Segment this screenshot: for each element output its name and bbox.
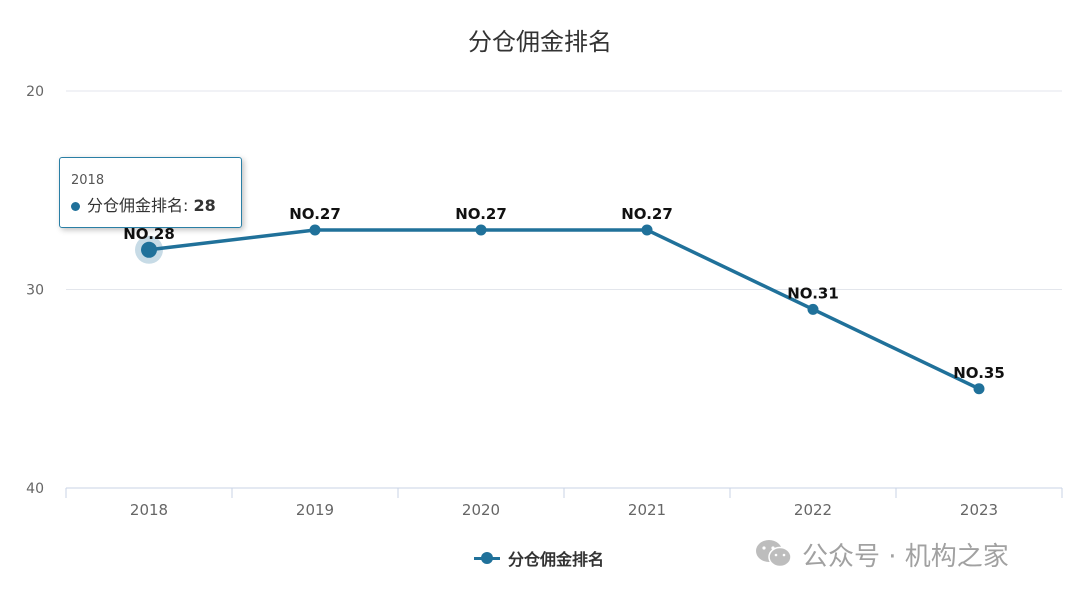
chart-title: 分仓佣金排名 [468,28,612,56]
legend-item[interactable]: 分仓佣金排名 [474,546,604,570]
x-tick-label: 2018 [130,501,168,519]
data-point [475,224,487,236]
data-label: NO.27 [621,205,673,223]
x-tick-label: 2023 [960,501,998,519]
data-label: NO.35 [953,364,1005,382]
x-tick-label: 2021 [628,501,666,519]
watermark-text: 公众号 · 机构之家 [802,541,1009,572]
legend-label: 分仓佣金排名 [508,550,605,569]
data-label: NO.31 [787,284,839,302]
y-tick-label: 20 [26,84,44,100]
data-point [973,383,985,395]
data-label: NO.28 [123,225,175,243]
data-point [309,224,321,236]
y-tick-label: 40 [26,481,44,497]
watermark: 公众号 · 机构之家 [754,534,1009,574]
tooltip-series-marker [71,202,80,211]
x-tick-label: 2019 [296,501,334,519]
x-tick-label: 2020 [462,501,500,519]
data-label: NO.27 [455,205,507,223]
tooltip: 2018 分仓佣金排名: 28 [59,157,242,228]
tooltip-category: 2018 [71,173,105,188]
data-label: NO.27 [289,205,341,223]
series-line [148,228,980,391]
x-tick-label: 2022 [794,501,832,519]
tooltip-row: 分仓佣金排名: 28 [71,192,216,216]
tooltip-series-label: 分仓佣金排名: [87,196,189,215]
legend-symbol [474,551,500,565]
data-point [641,224,653,236]
tooltip-value: 28 [193,196,216,215]
data-point [141,241,157,258]
data-point [807,303,819,315]
wechat-icon [756,540,792,568]
y-tick-label: 30 [26,283,44,299]
